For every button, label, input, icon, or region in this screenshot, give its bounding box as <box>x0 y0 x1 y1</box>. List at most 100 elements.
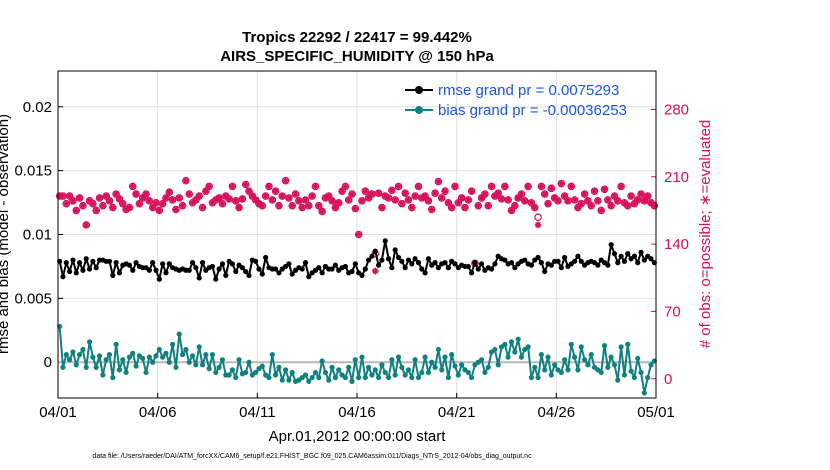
bias-point <box>93 364 99 370</box>
obs-evaluated-point <box>415 183 422 190</box>
rmse-point <box>156 276 162 282</box>
bias-point <box>319 358 325 364</box>
bias-point <box>505 354 511 360</box>
obs-evaluated-point <box>219 200 226 208</box>
rmse-point <box>445 265 451 271</box>
bias-point <box>452 363 458 369</box>
bias-point <box>233 374 239 381</box>
obs-evaluated-point <box>511 202 519 210</box>
obs-evaluated-point <box>371 267 379 275</box>
obs-evaluated-point <box>488 183 495 190</box>
obs-evaluated-point <box>521 197 529 205</box>
obs-evaluated-point <box>405 196 412 204</box>
left-axis: 0 0.005 0.01 0.015 0.02 <box>14 99 63 371</box>
rmse-point <box>273 266 279 272</box>
rmse-point <box>319 270 325 276</box>
obs-evaluated-point <box>640 197 648 205</box>
bias-point <box>67 357 73 363</box>
obs-evaluated-point <box>478 194 485 202</box>
obs-evaluated-point <box>235 204 243 211</box>
y-right-tick-label: 0 <box>664 371 672 388</box>
obs-evaluated-point <box>355 231 363 238</box>
bias-point <box>123 369 129 376</box>
rmse-point <box>615 260 621 266</box>
rmse-point <box>83 256 89 262</box>
obs-evaluated-point <box>564 197 572 205</box>
bias-point <box>429 359 435 365</box>
obs-evaluated-point <box>82 221 90 229</box>
bias-point <box>445 374 451 381</box>
obs-evaluated-point <box>385 194 392 202</box>
rmse-point <box>611 251 618 257</box>
rmse-point <box>415 260 422 266</box>
bias-point <box>312 369 319 376</box>
bias-point <box>170 341 176 347</box>
bias-point <box>140 355 146 362</box>
obs-evaluated-point <box>195 192 203 200</box>
y-left-tick-label: 0 <box>44 354 52 371</box>
bias-point <box>276 364 282 370</box>
obs-evaluated-point <box>587 202 595 210</box>
bias-point <box>243 369 249 376</box>
rmse-point <box>80 267 86 273</box>
bias-point <box>605 364 611 370</box>
obs-evaluated-point <box>209 199 216 207</box>
bias-point <box>621 372 628 378</box>
bias-point <box>103 357 109 363</box>
obs-evaluated-point <box>631 200 638 208</box>
bias-point <box>226 372 232 378</box>
obs-evaluated-point <box>238 195 246 203</box>
bias-point <box>578 344 584 350</box>
obs-evaluated-point <box>395 183 402 190</box>
obs-evaluated-point <box>637 190 645 198</box>
legend: rmse grand pr = 0.0075293 bias grand pr … <box>405 82 627 119</box>
rmse-point <box>385 256 392 262</box>
rmse-point <box>472 260 478 266</box>
bias-point <box>379 362 385 368</box>
rmse-point <box>166 261 172 267</box>
bias-point <box>439 367 445 373</box>
obs-evaluated-point <box>607 202 615 210</box>
obs-evaluated-point <box>295 197 303 205</box>
obs-evaluated-point <box>268 196 276 204</box>
bias-point <box>615 377 621 383</box>
bias-point <box>63 351 69 358</box>
y-right-tick-label: 70 <box>664 303 681 320</box>
obs-possible-point <box>534 213 542 221</box>
obs-evaluated-point <box>145 197 153 205</box>
x-axis-label: Apr.01,2012 00:00:00 start <box>269 428 447 445</box>
obs-evaluated-point <box>468 187 476 195</box>
obs-evaluated-point <box>531 204 539 211</box>
rmse-point <box>76 260 83 266</box>
rmse-point <box>359 272 365 278</box>
bias-point <box>405 367 412 373</box>
bias-point <box>160 354 166 360</box>
bias-point <box>502 341 508 347</box>
rmse-point <box>163 270 169 276</box>
obs-evaluated-point <box>129 183 137 190</box>
rmse-point <box>160 261 166 267</box>
obs-evaluated-point <box>551 194 559 202</box>
obs-evaluated-point <box>59 192 67 200</box>
obs-evaluated-point <box>159 200 167 208</box>
obs-evaluated-point <box>451 183 459 190</box>
bias-point <box>419 369 425 376</box>
bias-point <box>206 366 212 372</box>
obs-evaluated-point <box>282 177 289 185</box>
bias-point <box>83 364 89 370</box>
rmse-point <box>528 262 535 268</box>
obs-evaluated-point <box>179 202 186 210</box>
bias-point <box>485 364 491 370</box>
obs-evaluated-point <box>524 183 532 190</box>
bias-point <box>110 374 116 381</box>
obs-evaluated-point <box>79 202 87 210</box>
obs-evaluated-point <box>361 187 369 195</box>
obs-evaluated-point <box>272 187 280 195</box>
obs-evaluated-point <box>504 196 512 204</box>
obs-evaluated-point <box>152 199 160 207</box>
x-tick-label: 04/16 <box>338 404 376 421</box>
rmse-point <box>213 276 219 282</box>
obs-evaluated-point <box>428 206 436 213</box>
obs-evaluated-point <box>378 204 386 211</box>
rmse-point <box>243 268 249 275</box>
